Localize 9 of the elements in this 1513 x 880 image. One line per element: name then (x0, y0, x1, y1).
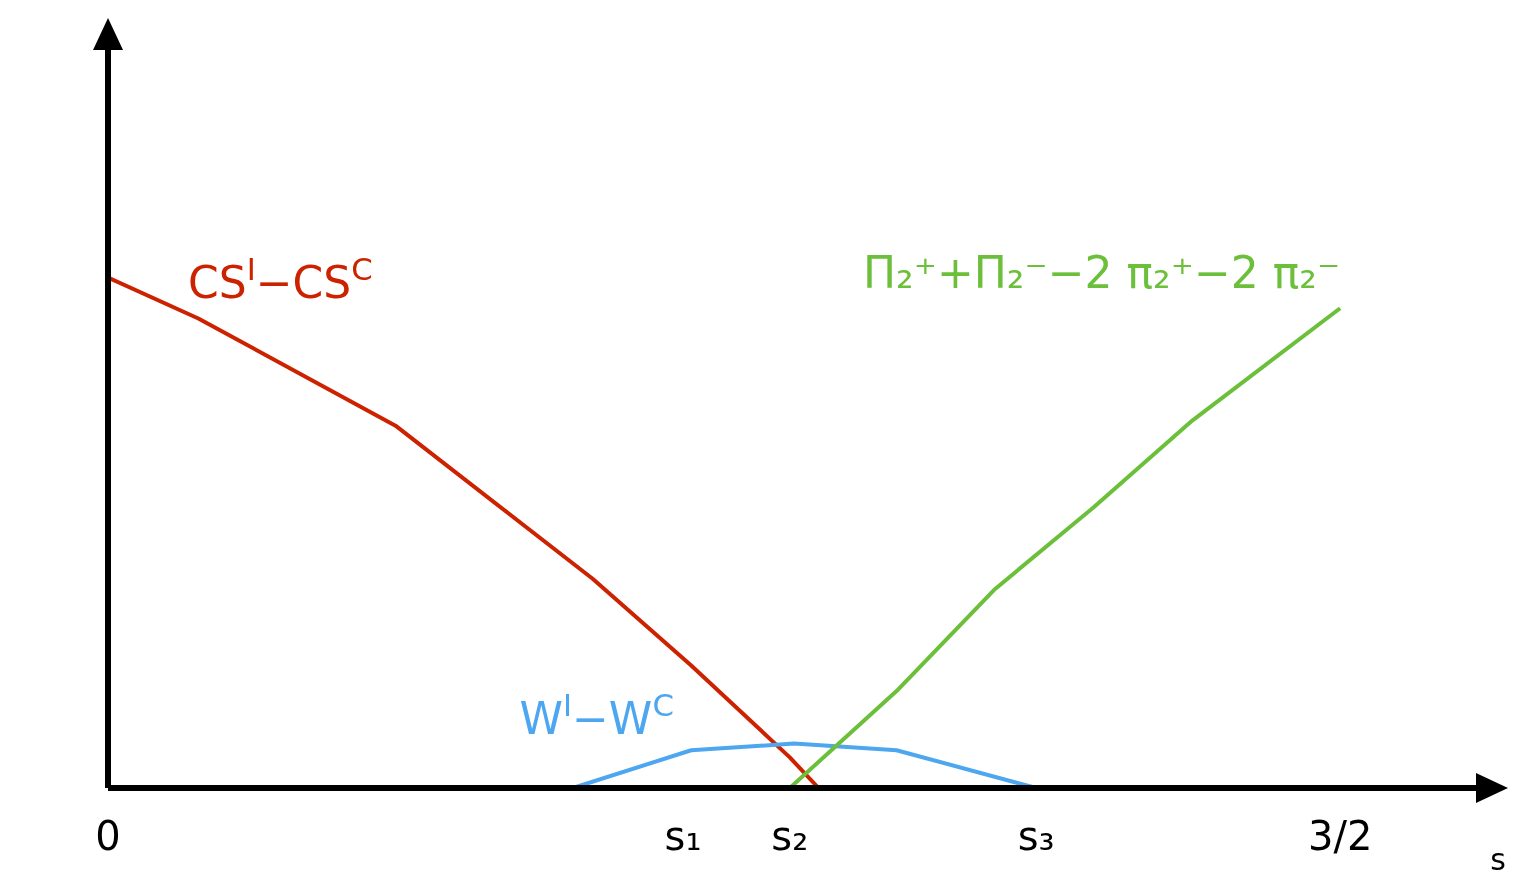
x-tick-label: 0 (95, 813, 121, 859)
x-tick-label: 3/2 (1307, 813, 1373, 859)
series-label: CS$^{I}$−CS$^{C}$ (188, 250, 373, 308)
x-axis-title: s (1490, 842, 1506, 877)
x-tick-label: s₁ (664, 813, 702, 859)
series-label: W$^{I}$−W$^{C}$ (519, 686, 674, 744)
x-tick-label: s₃ (1017, 813, 1055, 859)
x-tick-label: s₂ (771, 813, 809, 859)
series-label: Π₂⁺+Π₂⁻−2 π₂⁺−2 π₂⁻ (862, 247, 1341, 299)
